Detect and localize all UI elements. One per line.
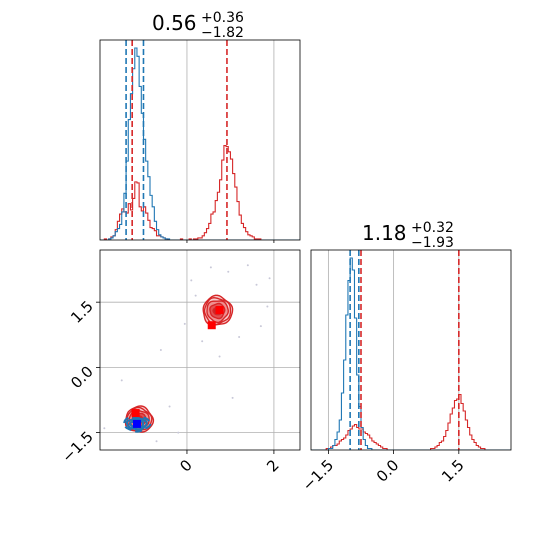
x-tick-param2-label: 0.0 — [373, 456, 403, 486]
scatter-point — [194, 294, 197, 297]
title-param1: 0.56 +0.36 −1.82 — [152, 10, 244, 41]
title-param2-plus: +0.32 — [411, 220, 454, 236]
scatter-point — [255, 283, 258, 286]
y-tick-param2-label: 1.5 — [67, 297, 97, 327]
scatter-point — [190, 279, 193, 282]
scatter-point — [209, 266, 212, 269]
panel-param1-series — [100, 40, 300, 240]
scatter-point — [246, 264, 249, 267]
series-a-marker — [215, 306, 224, 314]
panel-param1-grid — [186, 40, 275, 240]
title-param2-minus: −1.93 — [411, 235, 454, 251]
series-b-contour — [125, 417, 148, 431]
scatter-point — [120, 379, 123, 382]
series-a-marker — [207, 321, 216, 330]
panel-param2-histogram — [310, 249, 512, 451]
series-b-marker — [132, 419, 141, 428]
scatter-point — [268, 277, 271, 280]
x-tick-param2-label: 1.5 — [438, 456, 468, 486]
scatter-point — [201, 340, 204, 343]
param1-series-a-hist — [100, 145, 300, 240]
panel-param1-histogram — [99, 39, 301, 241]
param1-series-b-hist — [100, 47, 300, 240]
scatter-point — [183, 322, 186, 325]
scatter-point — [168, 405, 171, 408]
scatter-point — [227, 270, 230, 273]
x-tick-param2-label: −1.5 — [299, 456, 337, 494]
scatter-point — [231, 396, 234, 399]
scatter-point — [159, 349, 162, 351]
title-param2: 1.18 +0.32 −1.93 — [362, 220, 454, 251]
panel-param2-series — [311, 250, 511, 450]
panel-joint-2d — [99, 249, 301, 451]
panel-param1-frame — [99, 39, 301, 241]
param2-series-b-hist — [311, 257, 511, 450]
panel-param2-frame — [310, 249, 512, 451]
scatter-point — [259, 325, 262, 328]
title-param2-value: 1.18 — [362, 221, 407, 245]
scatter-point — [238, 335, 241, 338]
x-tick-param1-label: 2 — [263, 456, 282, 475]
scatter-point — [266, 305, 269, 308]
panel-joint-frame — [99, 249, 301, 451]
title-param1-minus: −1.82 — [201, 25, 244, 41]
title-param1-plus: +0.36 — [201, 10, 244, 26]
scatter-point — [177, 431, 180, 434]
scatter-point — [103, 427, 106, 430]
param2-series-a-hist — [311, 393, 511, 450]
panel-joint-grid — [100, 250, 300, 450]
y-tick-param2-label: 0.0 — [67, 362, 97, 392]
scatter-point — [155, 440, 158, 443]
title-param1-value: 0.56 — [152, 11, 197, 35]
scatter-point — [218, 355, 221, 358]
series-a-marker — [131, 409, 140, 418]
series-a-contour — [203, 296, 232, 326]
x-tick-param1-label: 0 — [176, 456, 195, 475]
panel-joint-contours — [103, 264, 271, 443]
y-tick-param2-label: −1.5 — [58, 428, 96, 466]
series-b-contour — [123, 416, 152, 433]
